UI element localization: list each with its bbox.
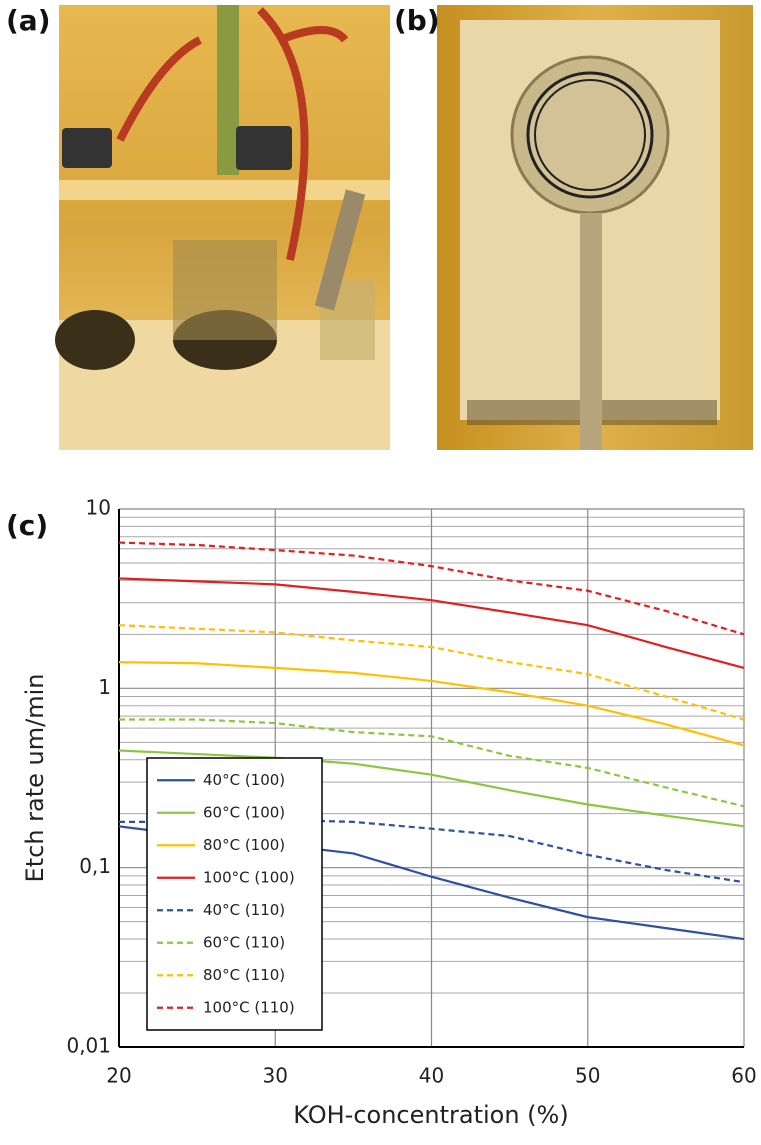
series-line bbox=[118, 749, 745, 828]
legend bbox=[146, 757, 323, 1031]
x-tick-label: 40 bbox=[419, 1064, 444, 1088]
y-axis-label: Etch rate um/min bbox=[21, 674, 49, 883]
panel-label: (b) bbox=[394, 4, 440, 37]
series-line bbox=[118, 577, 745, 669]
y-tick-label: 0,1 bbox=[79, 854, 111, 878]
legend-label: 100°C (100) bbox=[203, 868, 295, 886]
photo-b bbox=[437, 5, 753, 450]
y-tick-label: 1 bbox=[98, 675, 111, 699]
panel-label: (c) bbox=[6, 509, 48, 542]
x-tick-label: 50 bbox=[575, 1064, 600, 1088]
legend-label: 60°C (100) bbox=[203, 803, 285, 821]
x-tick-label: 20 bbox=[106, 1064, 131, 1088]
legend-label: 60°C (110) bbox=[203, 933, 285, 951]
x-tick-label: 60 bbox=[731, 1064, 756, 1088]
photo-a bbox=[55, 5, 390, 450]
legend-label: 40°C (100) bbox=[203, 771, 285, 789]
y-tick-label: 0,01 bbox=[66, 1034, 111, 1058]
series-line bbox=[118, 624, 745, 721]
y-tick-label: 10 bbox=[86, 496, 111, 520]
panel-label: (a) bbox=[6, 4, 51, 37]
legend-label: 80°C (110) bbox=[203, 966, 285, 984]
x-tick-label: 30 bbox=[263, 1064, 288, 1088]
series-line bbox=[119, 718, 745, 808]
x-axis-label: KOH-concentration (%) bbox=[293, 1101, 568, 1129]
series-line bbox=[118, 541, 745, 636]
legend-label: 100°C (110) bbox=[203, 998, 295, 1016]
legend-label: 40°C (110) bbox=[203, 901, 285, 919]
series-line bbox=[118, 661, 745, 747]
legend-label: 80°C (100) bbox=[203, 836, 285, 854]
